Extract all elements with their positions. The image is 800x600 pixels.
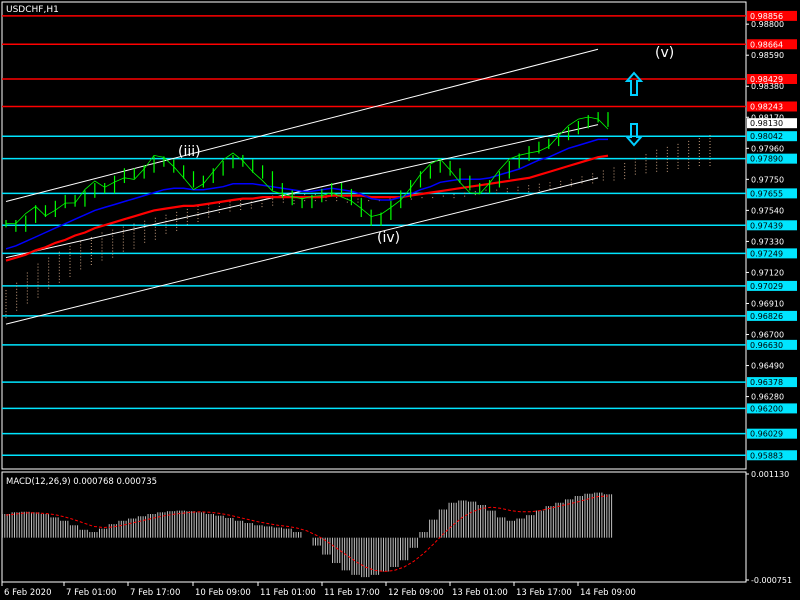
y-tick-label: 0.97330	[751, 237, 784, 246]
y-tick-label: 0.98800	[751, 20, 784, 29]
current-price-label: 0.98130	[750, 119, 783, 128]
x-tick-label: 13 Feb 17:00	[516, 588, 572, 598]
y-tick-label: 0.97120	[751, 268, 784, 277]
support-price-tag	[747, 131, 797, 142]
x-tick-label: 6 Feb 2020	[4, 588, 52, 598]
channel-lower-line	[5, 177, 599, 325]
wave-label-iii: (iii)	[178, 144, 201, 160]
macd-signal-line	[5, 495, 609, 573]
macd-axis: 0.001130 -0.000751	[746, 470, 792, 585]
support-price-label: 0.97439	[750, 221, 783, 230]
x-tick-label: 10 Feb 09:00	[195, 588, 251, 598]
macd-label: MACD(12,26,9) 0.000768 0.000735	[6, 477, 157, 487]
macd-y-tick-label: 0.001130	[751, 470, 789, 479]
support-price-tag	[747, 310, 797, 321]
ma-fast-line	[5, 138, 608, 250]
macd-y-tick-label: -0.000751	[751, 576, 792, 585]
price-axis: 0.98800 0.98590 0.98380 0.98170 0.97960 0.977…	[746, 20, 797, 402]
lagging-span-line	[5, 116, 609, 225]
support-price-label: 0.96200	[750, 404, 783, 413]
resistance-price-tag	[747, 39, 797, 50]
y-tick-label: 0.96280	[751, 393, 784, 402]
support-price-tag	[747, 428, 797, 439]
up-arrow-icon	[624, 71, 644, 96]
support-price-tag	[747, 220, 797, 231]
y-tick-label: 0.98590	[751, 51, 784, 60]
resistance-price-tag	[747, 10, 797, 21]
price-panel-frame	[1, 1, 747, 470]
support-price-tag	[747, 280, 797, 291]
support-price-tag	[747, 248, 797, 259]
support-price-tag	[747, 188, 797, 199]
down-arrow-icon	[624, 123, 644, 147]
wave-label-v: (v)	[655, 45, 674, 61]
support-price-label: 0.97655	[750, 189, 783, 198]
resistance-price-label: 0.98664	[750, 40, 783, 49]
x-tick-label: 11 Feb 17:00	[324, 588, 380, 598]
support-price-label: 0.95883	[750, 451, 783, 460]
y-tick-label: 0.98170	[751, 113, 784, 122]
resistance-price-tag	[747, 101, 797, 112]
support-price-label: 0.96630	[750, 341, 783, 350]
resistance-price-tag	[747, 73, 797, 84]
horizontal-levels: 0.98856 0.98664 0.98429 0.98243 0.98042 0.978…	[2, 10, 797, 461]
wave-label-iv: (iv)	[377, 230, 400, 246]
channel-upper-line	[5, 48, 599, 202]
support-price-tag	[747, 339, 797, 350]
price-series	[5, 112, 609, 232]
support-price-tag	[747, 450, 797, 461]
x-tick-label: 12 Feb 09:00	[388, 588, 444, 598]
resistance-price-label: 0.98243	[750, 102, 783, 111]
support-price-label: 0.96378	[750, 378, 783, 387]
y-tick-label: 0.98380	[751, 82, 784, 91]
y-tick-label: 0.97540	[751, 206, 784, 215]
support-price-label: 0.97029	[750, 282, 783, 291]
y-tick-label: 0.96700	[751, 331, 784, 340]
x-tick-label: 13 Feb 01:00	[452, 588, 508, 598]
x-tick-label: 7 Feb 01:00	[66, 588, 116, 598]
y-tick-label: 0.96910	[751, 299, 784, 308]
support-price-label: 0.96826	[750, 312, 783, 321]
x-tick-label: 11 Feb 01:00	[260, 588, 316, 598]
y-tick-label: 0.97960	[751, 144, 784, 153]
moving-averages	[5, 138, 609, 262]
y-tick-label: 0.97750	[751, 175, 784, 184]
support-price-label: 0.97890	[750, 155, 783, 164]
support-price-label: 0.97249	[750, 249, 783, 258]
x-tick-label: 14 Feb 09:00	[580, 588, 636, 598]
time-axis: 6 Feb 2020 7 Feb 01:00 7 Feb 17:00 10 Feb 0…	[1, 582, 636, 598]
support-price-tag	[747, 403, 797, 414]
support-price-tag	[747, 153, 797, 164]
support-price-tag	[747, 377, 797, 388]
support-price-label: 0.96029	[750, 430, 783, 439]
x-tick-label: 7 Feb 17:00	[130, 588, 180, 598]
ma-slow-line	[5, 154, 609, 262]
resistance-price-label: 0.98856	[750, 12, 783, 21]
y-tick-label: 0.96490	[751, 362, 784, 371]
signal-line	[5, 495, 609, 573]
support-price-label: 0.98042	[750, 132, 783, 141]
current-price-tag	[747, 118, 797, 129]
annotations: (iii) (iv) (v)	[178, 45, 674, 246]
resistance-price-label: 0.98429	[750, 75, 783, 84]
chart-title: USDCHF,H1	[6, 5, 59, 15]
